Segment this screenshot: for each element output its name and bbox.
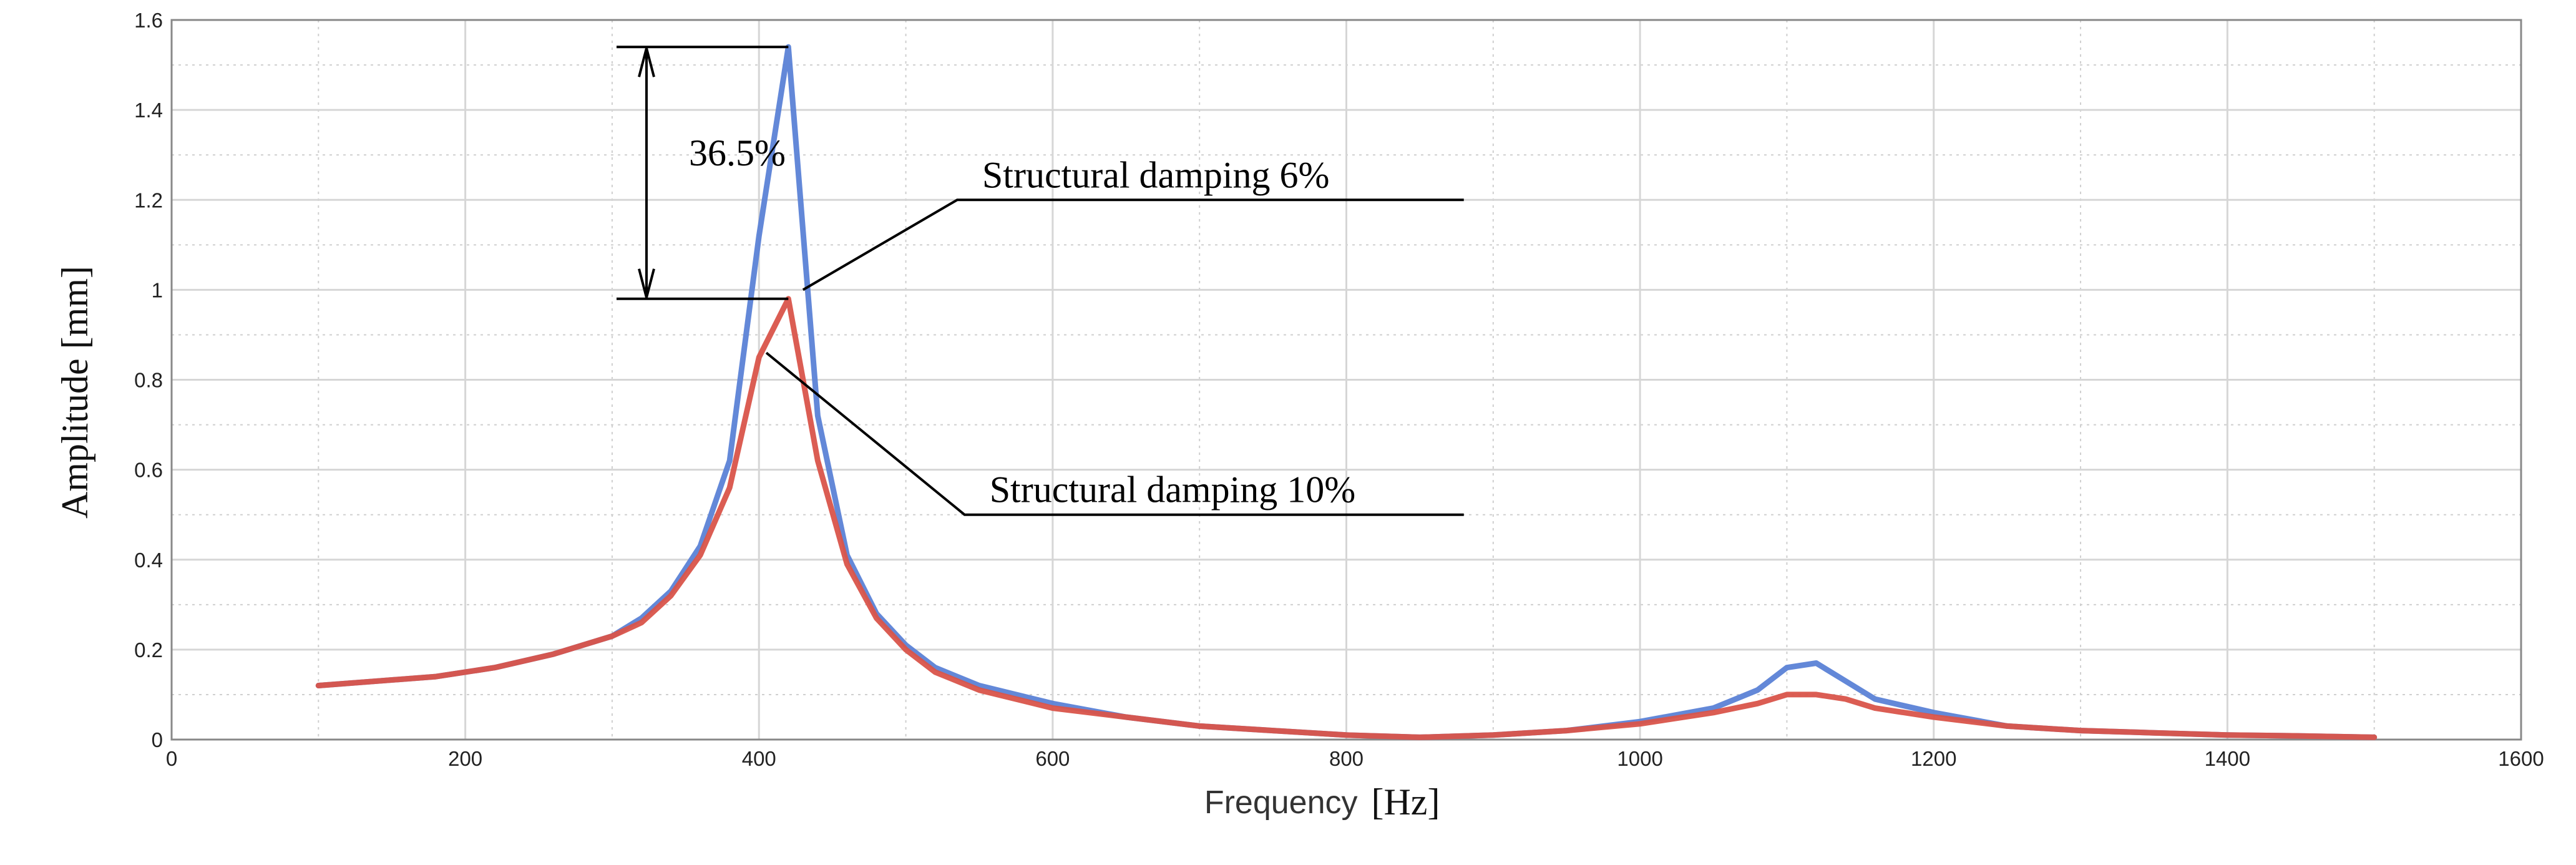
x-tick-label: 1000 [1617,747,1662,770]
y-axis-title: Amplitude [mm] [54,266,95,519]
series-label-2: Structural damping 10% [990,469,1356,511]
x-tick-label: 1600 [2498,747,2544,770]
y-tick-label: 0 [152,728,163,751]
axis-ticks: 0 200 400 600 800 1000 1200 1400 1600 0 0.2 0.4 0.6 0… [134,9,2544,770]
y-tick-label: 1.6 [134,9,163,32]
y-tick-label: 0.2 [134,638,163,662]
y-tick-label: 1.2 [134,188,163,212]
difference-arrow-head-up [638,47,655,77]
leader-line-1 [802,198,1464,291]
x-axis-unit: [Hz] [1372,781,1440,823]
plot-frame [170,19,2522,741]
axis-titles: Frequency [Hz] Amplitude [mm] [54,266,1440,823]
x-tick-label: 200 [448,747,482,770]
y-tick-label: 0.8 [134,369,163,392]
y-tick-label: 0.4 [134,549,163,572]
x-tick-label: 800 [1329,747,1364,770]
x-tick-label: 1200 [1911,747,1956,770]
x-axis-title: Frequency [1204,784,1358,821]
x-tick-label: 0 [166,747,177,770]
series-label-1: Structural damping 6% [982,154,1330,195]
difference-arrow-head-down [638,268,655,298]
y-tick-label: 1.4 [134,99,163,122]
x-tick-label: 1400 [2205,747,2250,770]
y-tick-label: 0.6 [134,459,163,482]
series-line-2 [315,296,2378,740]
x-tick-label: 400 [742,747,776,770]
leader-line-2 [765,351,1464,516]
annotations: 36.5% Structural damping 6% Structural dam… [617,46,1464,516]
difference-label: 36.5% [689,132,786,173]
x-tick-label: 600 [1035,747,1070,770]
series-lines [315,44,2378,740]
y-tick-label: 1 [152,278,163,301]
